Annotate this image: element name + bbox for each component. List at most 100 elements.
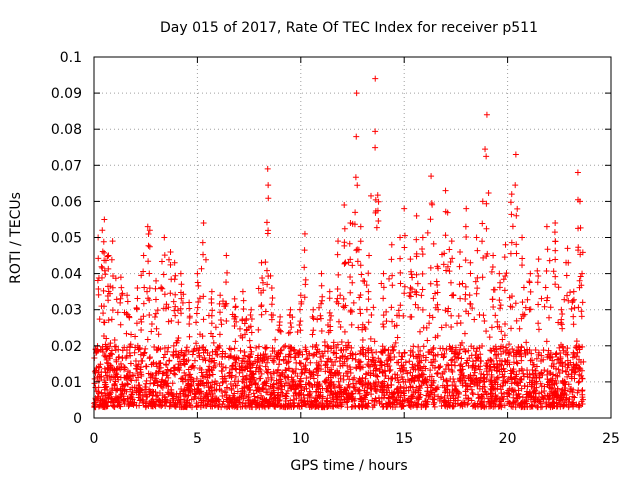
peak-point xyxy=(579,270,586,277)
data-point xyxy=(347,307,354,314)
data-point xyxy=(217,309,224,316)
data-point xyxy=(424,388,431,395)
data-point xyxy=(467,373,474,380)
data-point xyxy=(224,384,231,391)
data-point xyxy=(401,232,408,239)
data-point xyxy=(109,307,116,314)
data-point xyxy=(349,351,356,358)
peak-point xyxy=(388,241,395,248)
data-point xyxy=(120,363,127,370)
data-point xyxy=(202,374,209,381)
data-point xyxy=(212,324,219,331)
data-point xyxy=(140,313,147,320)
data-point xyxy=(516,351,523,358)
data-point xyxy=(97,398,104,405)
data-point xyxy=(428,359,435,366)
data-point xyxy=(226,345,233,352)
data-point xyxy=(412,301,419,308)
data-point xyxy=(505,350,512,357)
data-point xyxy=(337,292,344,299)
data-point xyxy=(344,384,351,391)
data-point xyxy=(186,320,193,327)
data-point xyxy=(390,346,397,353)
data-point xyxy=(181,360,188,367)
data-point xyxy=(519,262,526,269)
data-point xyxy=(387,366,394,373)
data-point xyxy=(533,363,540,370)
data-point xyxy=(409,372,416,379)
data-point xyxy=(327,356,334,363)
data-point xyxy=(543,338,550,345)
data-point xyxy=(247,323,254,330)
data-point xyxy=(186,313,193,320)
data-point xyxy=(102,353,109,360)
x-tick-label: 15 xyxy=(395,431,413,447)
data-point xyxy=(475,395,482,402)
data-point xyxy=(150,388,157,395)
data-point xyxy=(575,379,582,386)
data-point xyxy=(457,295,464,302)
data-point xyxy=(165,318,172,325)
data-point xyxy=(378,280,385,287)
data-point xyxy=(180,390,187,397)
data-point xyxy=(310,327,317,334)
peak-point xyxy=(268,285,275,292)
data-point xyxy=(391,343,398,350)
data-point xyxy=(468,377,475,384)
data-point xyxy=(506,349,513,356)
data-point xyxy=(269,295,276,302)
data-point xyxy=(349,279,356,286)
peak-point xyxy=(208,288,215,295)
data-point xyxy=(188,381,195,388)
data-point xyxy=(190,347,197,354)
data-point xyxy=(391,371,398,378)
data-point xyxy=(380,284,387,291)
data-point xyxy=(558,341,565,348)
data-point xyxy=(528,381,535,388)
data-point xyxy=(223,396,230,403)
data-point xyxy=(216,331,223,338)
data-point xyxy=(518,344,525,351)
data-point xyxy=(499,395,506,402)
data-point xyxy=(327,403,334,410)
data-point xyxy=(508,325,515,332)
data-point xyxy=(569,393,576,400)
data-point xyxy=(95,255,102,262)
data-point xyxy=(490,345,497,352)
data-point xyxy=(220,298,227,305)
data-point xyxy=(415,304,422,311)
data-point xyxy=(389,282,396,289)
data-point xyxy=(401,244,408,251)
data-point xyxy=(310,315,317,322)
data-point xyxy=(338,338,345,345)
data-point xyxy=(555,392,562,399)
data-point xyxy=(373,349,380,356)
data-point xyxy=(121,399,128,406)
data-point xyxy=(555,319,562,326)
y-tick-label: 0.1 xyxy=(60,50,82,66)
data-point xyxy=(465,347,472,354)
data-point xyxy=(530,371,537,378)
data-point xyxy=(373,224,380,231)
data-point xyxy=(449,382,456,389)
data-point xyxy=(251,399,258,406)
y-tick-label: 0.05 xyxy=(51,231,82,247)
data-point xyxy=(325,374,332,381)
data-point xyxy=(115,354,122,361)
peak-point xyxy=(258,259,265,266)
data-point xyxy=(538,357,545,364)
data-point xyxy=(194,279,201,286)
data-point xyxy=(319,385,326,392)
data-point xyxy=(520,284,527,291)
data-point xyxy=(96,402,103,409)
data-point xyxy=(544,381,551,388)
data-point xyxy=(552,247,559,254)
data-point xyxy=(389,347,396,354)
data-point xyxy=(472,376,479,383)
data-point xyxy=(538,389,545,396)
data-point xyxy=(338,346,345,353)
data-point xyxy=(513,212,520,219)
data-point xyxy=(326,379,333,386)
data-point xyxy=(524,346,531,353)
data-point xyxy=(341,239,348,246)
